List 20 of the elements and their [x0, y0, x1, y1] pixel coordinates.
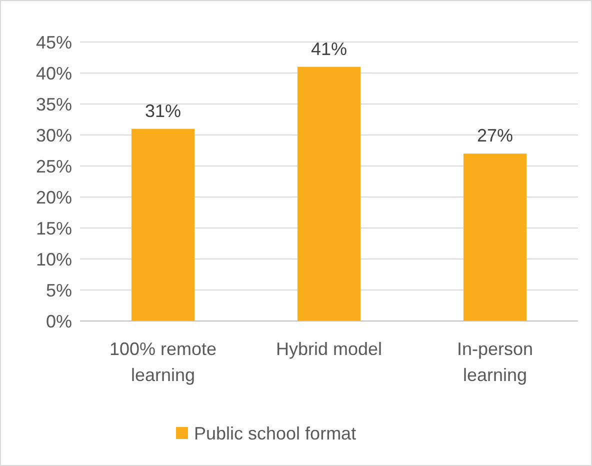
y-tick-label: 35% [36, 94, 72, 114]
y-tick-label: 15% [36, 218, 72, 238]
x-tick-label: Hybrid model [276, 339, 382, 359]
bar [463, 154, 527, 321]
text: 31% [144, 100, 182, 121]
x-tick-label: In-person learning [456, 339, 534, 385]
y-tick-label: 40% [36, 63, 72, 84]
bar [131, 128, 195, 321]
y-tick-label: 0% [46, 311, 72, 332]
bar [297, 66, 361, 321]
y-tick-label: 20% [36, 187, 72, 208]
legend-label: Public school format [194, 423, 356, 444]
x-tick-label: 100% remote learning [109, 339, 217, 385]
y-tick-label: 45% [36, 32, 72, 52]
text: 41% [310, 38, 348, 59]
y-tick-label: 10% [36, 249, 72, 270]
y-tick-label: 30% [36, 125, 72, 146]
y-tick-label: 25% [36, 156, 72, 176]
text: 27% [476, 126, 514, 146]
y-tick-label: 5% [46, 280, 72, 300]
